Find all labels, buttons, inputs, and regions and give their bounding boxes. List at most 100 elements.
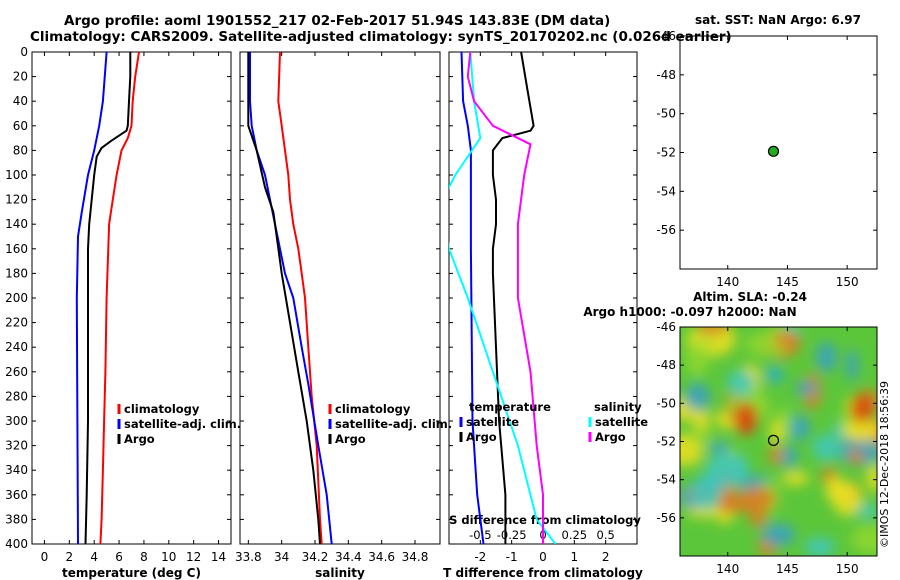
sst-map-title: sat. SST: NaN Argo: 6.97 bbox=[695, 13, 861, 27]
temperature-tick-label: 0 bbox=[41, 550, 49, 564]
depth-tick-label: 20 bbox=[13, 70, 28, 84]
temperature-series-argo bbox=[84, 52, 132, 544]
sla-anomaly-blob bbox=[761, 523, 796, 547]
depth-tick-label: 300 bbox=[5, 414, 28, 428]
sla-lat-tick-label: -48 bbox=[656, 358, 676, 372]
difference-legend-item: satellite bbox=[595, 415, 648, 429]
sla-anomaly-blob bbox=[850, 395, 873, 424]
salinity-difference-tick-label: 0.5 bbox=[597, 528, 615, 542]
sla-anomaly-blob bbox=[738, 486, 776, 511]
temperature-tick-label: 12 bbox=[186, 550, 201, 564]
depth-tick-label: 120 bbox=[5, 193, 28, 207]
salinity-legend-item: Argo bbox=[335, 432, 366, 446]
temperature-legend-item: Argo bbox=[124, 432, 155, 446]
depth-tick-label: 380 bbox=[5, 512, 28, 526]
difference-legend-title-salinity: salinity bbox=[594, 400, 642, 414]
sla-anomaly-blob bbox=[684, 382, 711, 411]
sla-field bbox=[680, 327, 877, 556]
sla-anomaly-blob bbox=[794, 381, 818, 396]
salinity-tick-label: 34.8 bbox=[402, 550, 429, 564]
sla-map-layer bbox=[680, 327, 877, 556]
sla-map-subtitle: Argo h1000: -0.097 h2000: NaN bbox=[583, 305, 796, 319]
sla-anomaly-blob bbox=[708, 441, 731, 455]
difference-tick-label: -2 bbox=[474, 550, 486, 564]
difference-axis-label: T difference from climatology bbox=[443, 566, 643, 580]
depth-tick-label: 260 bbox=[5, 365, 28, 379]
salinity-legend-item: climatology bbox=[335, 402, 411, 416]
depth-tick-label: 320 bbox=[5, 439, 28, 453]
salinity-difference-tick-label: -0.25 bbox=[497, 528, 527, 542]
difference-tick-label: 1 bbox=[571, 550, 579, 564]
salinity-tick-label: 34 bbox=[274, 550, 289, 564]
sla-anomaly-blob bbox=[749, 506, 767, 528]
sla-lon-tick-label: 140 bbox=[716, 562, 739, 576]
difference-tick-label: 0 bbox=[539, 550, 547, 564]
sla-anomaly-blob bbox=[803, 537, 836, 556]
sla-anomaly-blob bbox=[786, 415, 811, 441]
temperature-tick-label: 4 bbox=[90, 550, 98, 564]
sla-anomaly-blob bbox=[842, 418, 877, 442]
salinity-legend-item: satellite-adj. clim. bbox=[335, 417, 452, 431]
depth-tick-label: 80 bbox=[13, 143, 28, 157]
sst-lon-tick-label: 150 bbox=[836, 275, 859, 289]
salinity-difference-axis-label: S difference from climatology bbox=[449, 513, 641, 527]
sla-lat-tick-label: -46 bbox=[656, 320, 676, 334]
sla-map-title: Altim. SLA: -0.24 bbox=[693, 290, 807, 304]
temperature-tick-label: 6 bbox=[115, 550, 123, 564]
sla-lat-tick-label: -54 bbox=[656, 473, 676, 487]
sla-anomaly-blob bbox=[851, 524, 877, 555]
temperature-series-climatology bbox=[99, 52, 140, 544]
depth-tick-label: 360 bbox=[5, 488, 28, 502]
difference-tick-label: 2 bbox=[602, 550, 610, 564]
depth-tick-label: 400 bbox=[5, 537, 28, 551]
sla-anomaly-blob bbox=[733, 402, 758, 435]
depth-tick-label: 100 bbox=[5, 168, 28, 182]
temperature-tick-label: 10 bbox=[161, 550, 176, 564]
sst-lon-tick-label: 140 bbox=[716, 275, 739, 289]
sla-lon-tick-label: 145 bbox=[776, 562, 799, 576]
salinity-axis-label: salinity bbox=[315, 566, 365, 580]
difference-legend-item: Argo bbox=[466, 430, 497, 444]
sst-lat-tick-label: -56 bbox=[656, 223, 676, 237]
difference-legend-item: Argo bbox=[595, 430, 626, 444]
difference-axes-frame bbox=[448, 51, 638, 545]
salinity-tick-label: 33.8 bbox=[235, 550, 262, 564]
sla-lat-tick-label: -56 bbox=[656, 511, 676, 525]
sla-lat-tick-label: -52 bbox=[656, 435, 676, 449]
sst-lat-tick-label: -54 bbox=[656, 184, 676, 198]
temperature-legend-item: satellite-adj. clim. bbox=[124, 417, 241, 431]
figure-title-line2: Climatology: CARS2009. Satellite-adjuste… bbox=[30, 29, 732, 45]
sla-anomaly-blob bbox=[716, 510, 734, 524]
depth-tick-label: 60 bbox=[13, 119, 28, 133]
difference-legend-item: satellite bbox=[466, 415, 519, 429]
sla-anomaly-blob bbox=[773, 331, 800, 347]
difference-legend-title-temperature: temperature bbox=[469, 400, 551, 414]
salinity-tick-label: 34.6 bbox=[368, 550, 395, 564]
sst-lat-tick-label: -46 bbox=[656, 29, 676, 43]
sla-anomaly-blob bbox=[846, 349, 859, 382]
sla-anomaly-blob bbox=[848, 449, 864, 466]
sla-anomaly-blob bbox=[832, 482, 863, 516]
sla-anomaly-blob bbox=[734, 454, 749, 482]
salinity-difference-tick-label: 0.25 bbox=[562, 528, 588, 542]
depth-tick-label: 240 bbox=[5, 340, 28, 354]
plot-layer: 0204060801001201401601802002202402602803… bbox=[5, 13, 878, 580]
sla-anomaly-blob bbox=[688, 430, 715, 443]
sla-anomaly-blob bbox=[685, 342, 710, 377]
sst-lat-tick-label: -52 bbox=[656, 146, 676, 160]
sla-anomaly-blob bbox=[764, 366, 785, 383]
temperature-legend-item: climatology bbox=[124, 402, 200, 416]
sla-anomaly-blob bbox=[769, 418, 783, 446]
depth-tick-label: 0 bbox=[20, 45, 28, 59]
temperature-tick-label: 8 bbox=[140, 550, 148, 564]
temperature-tick-label: 2 bbox=[65, 550, 73, 564]
depth-tick-label: 280 bbox=[5, 389, 28, 403]
sla-anomaly-blob bbox=[690, 475, 722, 511]
difference-series-sargo bbox=[466, 52, 544, 544]
sst-lon-tick-label: 145 bbox=[776, 275, 799, 289]
sla-anomaly-blob bbox=[691, 409, 711, 431]
sla-anomaly-blob bbox=[816, 341, 837, 373]
sla-anomaly-blobs bbox=[680, 327, 877, 556]
depth-tick-label: 40 bbox=[13, 94, 28, 108]
